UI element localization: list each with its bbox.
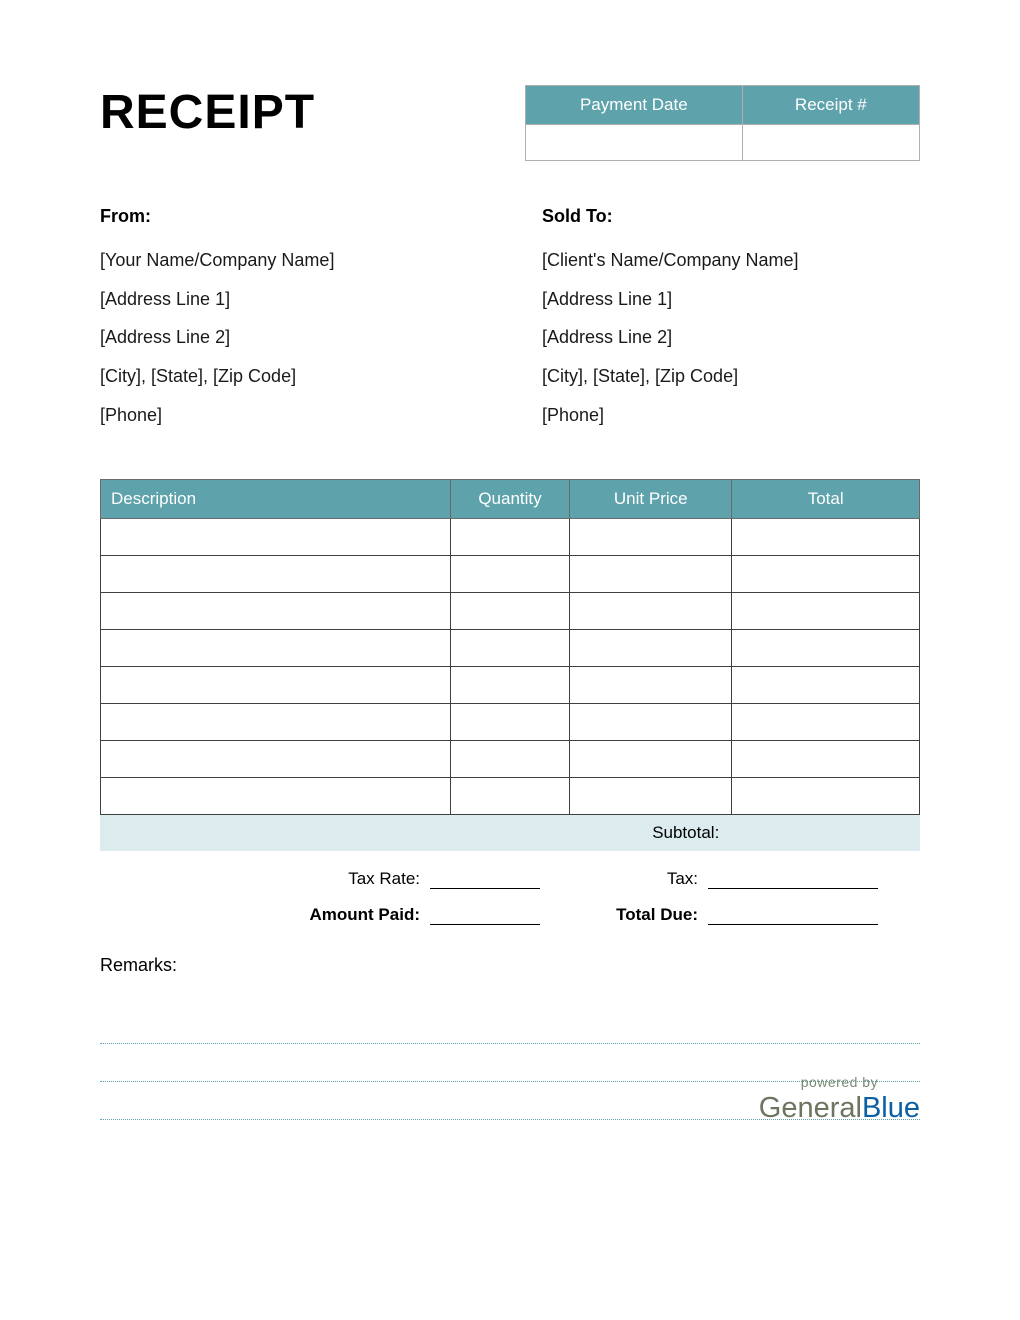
footer-brand: powered by GeneralBlue (759, 1074, 920, 1125)
remark-line[interactable] (100, 1006, 920, 1044)
page-title: RECEIPT (100, 85, 315, 140)
amount-line: Amount Paid: Total Due: (100, 901, 920, 925)
from-line: [Address Line 1] (100, 280, 478, 319)
sold-to-line: [Client's Name/Company Name] (542, 241, 920, 280)
sold-to-block: Sold To: [Client's Name/Company Name] [A… (542, 206, 920, 434)
brand-general: General (759, 1092, 862, 1124)
total-due-field[interactable] (708, 901, 878, 925)
sold-to-line: [City], [State], [Zip Code] (542, 357, 920, 396)
items-table: Description Quantity Unit Price Total Su… (100, 479, 920, 851)
item-row (101, 593, 920, 630)
col-total: Total (732, 480, 920, 519)
header-row: RECEIPT Payment Date Receipt # (100, 85, 920, 161)
total-due-label: Total Due: (560, 905, 708, 925)
tax-label: Tax: (560, 869, 708, 889)
from-line: [City], [State], [Zip Code] (100, 357, 478, 396)
item-row (101, 519, 920, 556)
powered-by: powered by (759, 1074, 920, 1090)
col-description: Description (101, 480, 451, 519)
col-quantity: Quantity (450, 480, 569, 519)
remarks-label: Remarks: (100, 955, 920, 976)
tax-field[interactable] (708, 865, 878, 889)
subtotal-value (732, 815, 920, 851)
subtotal-label: Subtotal: (101, 815, 732, 851)
item-row (101, 741, 920, 778)
item-row (101, 556, 920, 593)
payment-date-header: Payment Date (526, 86, 743, 125)
from-line: [Your Name/Company Name] (100, 241, 478, 280)
from-label: From: (100, 206, 478, 227)
brand-logo: GeneralBlue (759, 1092, 920, 1125)
item-row (101, 630, 920, 667)
tax-rate-field[interactable] (430, 865, 540, 889)
payment-date-cell[interactable] (526, 125, 743, 161)
brand-blue: Blue (862, 1092, 920, 1124)
meta-table: Payment Date Receipt # (525, 85, 920, 161)
totals-block: Tax Rate: Tax: Amount Paid: Total Due: (100, 865, 920, 925)
tax-rate-label: Tax Rate: (100, 869, 430, 889)
item-row (101, 778, 920, 815)
parties-section: From: [Your Name/Company Name] [Address … (100, 206, 920, 434)
sold-to-line: [Phone] (542, 396, 920, 435)
col-unit-price: Unit Price (570, 480, 732, 519)
from-line: [Address Line 2] (100, 318, 478, 357)
item-row (101, 704, 920, 741)
from-line: [Phone] (100, 396, 478, 435)
receipt-num-header: Receipt # (742, 86, 919, 125)
subtotal-row: Subtotal: (101, 815, 920, 851)
amount-paid-label: Amount Paid: (100, 905, 430, 925)
sold-to-label: Sold To: (542, 206, 920, 227)
from-block: From: [Your Name/Company Name] [Address … (100, 206, 478, 434)
tax-line: Tax Rate: Tax: (100, 865, 920, 889)
item-row (101, 667, 920, 704)
sold-to-line: [Address Line 1] (542, 280, 920, 319)
sold-to-line: [Address Line 2] (542, 318, 920, 357)
receipt-num-cell[interactable] (742, 125, 919, 161)
amount-paid-field[interactable] (430, 901, 540, 925)
